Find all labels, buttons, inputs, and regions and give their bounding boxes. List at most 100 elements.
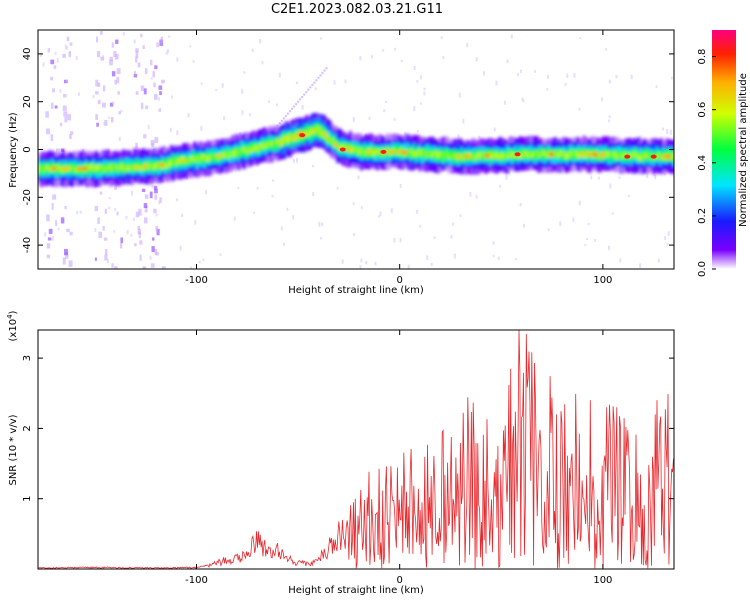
spectrogram-cell [529, 152, 534, 158]
spectrogram-noise [393, 118, 396, 121]
spectrogram-cell [612, 152, 616, 158]
spectrogram-noise [483, 71, 486, 76]
spectrogram-noise [133, 71, 137, 75]
spectrogram-noise [94, 257, 97, 261]
spectrogram-cell [356, 147, 360, 153]
spectrogram-cell [518, 153, 523, 159]
spectrogram-cell [409, 149, 413, 155]
spectrogram-noise [359, 264, 362, 269]
spectrogram-noise [256, 186, 259, 190]
spectrogram-cell [447, 154, 451, 160]
spectrogram-cell [332, 137, 336, 143]
spectrogram-cell [672, 152, 674, 158]
spectrogram-cell [648, 155, 653, 160]
spectrogram-noise [292, 215, 295, 220]
spectrogram-noise [295, 81, 298, 85]
spectrogram-cell [359, 147, 364, 153]
spectrogram-cell [160, 164, 164, 170]
spectrogram-noise [423, 87, 426, 91]
spectrogram-noise [137, 225, 141, 231]
spectrogram-noise [200, 125, 203, 131]
spectrogram-noise [67, 114, 72, 121]
spectrogram-noise [413, 65, 416, 70]
spectrogram-cell [56, 164, 60, 170]
spectrogram-noise [77, 92, 80, 96]
spectrogram-cell [215, 154, 223, 159]
spectrogram-noise [76, 210, 79, 215]
spectrogram-cell [659, 154, 663, 160]
spectrogram-noise [292, 158, 295, 163]
spectrogram-noise [108, 206, 111, 210]
spectrogram-cell [507, 152, 512, 158]
colorbar: 0.0 0.2 0.4 0.6 0.8 Normalized spectral ampl… [697, 30, 749, 277]
spectrogram-noise [154, 65, 158, 70]
spectrogram-noise [150, 59, 153, 66]
spectrogram-noise [609, 183, 612, 189]
spectrogram-cell [288, 132, 292, 142]
snr-multiplier-close: ) [8, 310, 19, 314]
spectrogram-cell [630, 152, 634, 158]
spectrogram-noise [506, 59, 509, 64]
spectrogram-noise [251, 48, 254, 52]
spectrogram-cell [48, 167, 53, 173]
spectrogram-noise [341, 259, 344, 264]
spectrogram-noise [280, 119, 284, 123]
spectrogram-cell [224, 151, 228, 157]
spectrogram-cell [173, 157, 177, 163]
spectrogram-cell [197, 155, 201, 161]
spectrogram-noise [108, 197, 111, 200]
spectrogram-cell [100, 164, 104, 175]
spectrogram-cell [275, 138, 279, 144]
spectrogram-noise [519, 69, 522, 73]
spectrogram-noise [46, 254, 51, 259]
spectrogram-cell [431, 152, 435, 157]
spectrogram-cell [608, 151, 612, 156]
spectrogram-cell [279, 135, 283, 146]
spectrogram-noise [666, 129, 669, 135]
spectrogram-cell [123, 166, 128, 172]
spectrogram-noise [241, 89, 244, 94]
spectrogram-noise [69, 134, 72, 140]
spectrogram-noise [169, 127, 172, 133]
x-tick-label: 0 [396, 575, 402, 586]
spectrogram-cell [493, 152, 497, 158]
spectrogram-noise [151, 237, 155, 241]
spectrogram-cell [363, 150, 367, 156]
spectrogram-cell [155, 163, 159, 169]
spectrogram-peak [514, 152, 521, 157]
spectrogram-cell [193, 156, 197, 162]
spectrogram-cell [617, 154, 621, 159]
colorbar-tick-label: 0.2 [697, 208, 708, 224]
spectrogram-noise [360, 206, 363, 209]
spectrogram-noise [156, 42, 159, 48]
spectrogram-cell [142, 164, 150, 169]
spectrogram-noise [192, 60, 195, 63]
spectrogram-noise [154, 137, 159, 143]
spectrogram-cell [623, 152, 627, 158]
spectrogram-noise [159, 39, 164, 46]
spectrogram-noise [179, 245, 182, 251]
spectrogram-noise [382, 49, 385, 52]
spectrogram-cell [495, 153, 499, 158]
spectrogram-noise [158, 108, 162, 112]
spectrogram-noise [189, 266, 192, 269]
spectrogram-noise [325, 67, 328, 70]
spectrogram-noise [282, 242, 285, 247]
spectrogram-cell [672, 152, 674, 163]
spectrogram-cell [497, 153, 501, 159]
spectrogram-noise [132, 218, 135, 221]
spectrogram-cell [153, 164, 157, 170]
spectrogram-cell [231, 152, 236, 158]
spectrogram-cell [509, 152, 514, 158]
spectrogram-noise [143, 88, 147, 95]
spectrogram-cell [434, 151, 439, 162]
snr-ylabel: SNR (10 * v/v) [8, 414, 19, 485]
spectrogram-cell [555, 153, 559, 158]
spectrogram-noise [63, 111, 68, 117]
spectrogram-cell [105, 165, 109, 171]
spectrogram-noise [141, 188, 146, 193]
spectrogram-noise [400, 59, 403, 63]
spectrogram-noise [100, 30, 103, 35]
spectrogram-cell [610, 151, 614, 162]
spectrogram-cell [228, 152, 232, 158]
